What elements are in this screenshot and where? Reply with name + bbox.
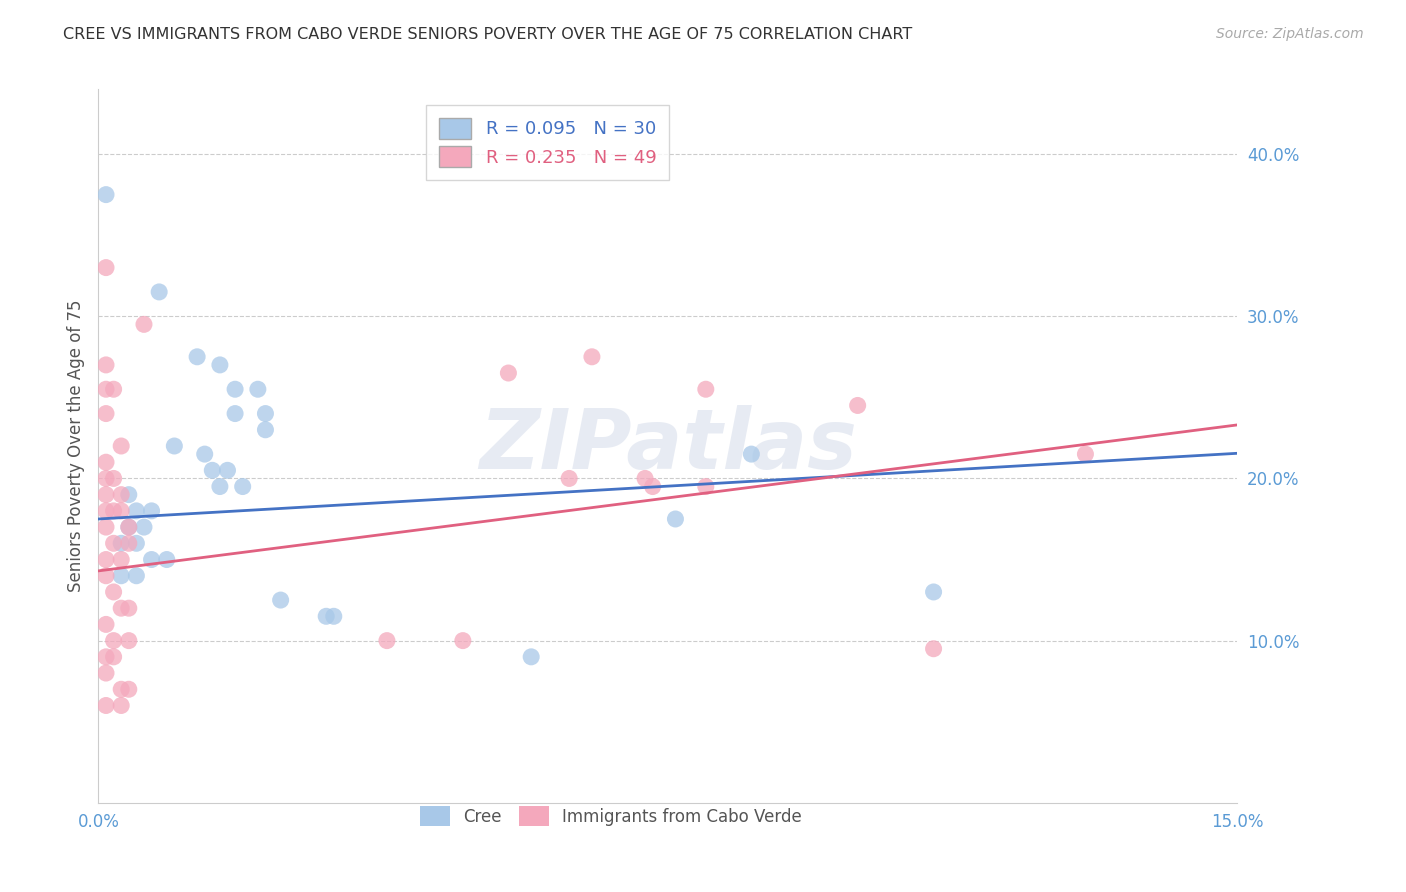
Point: [641, 479, 664, 493]
Point: [94, 552, 117, 566]
Point: [110, 504, 132, 518]
Point: [103, 504, 125, 518]
Point: [94, 358, 117, 372]
Point: [103, 585, 125, 599]
Point: [110, 698, 132, 713]
Point: [110, 536, 132, 550]
Point: [520, 649, 543, 664]
Point: [118, 488, 141, 502]
Point: [94, 455, 117, 469]
Point: [118, 520, 141, 534]
Point: [110, 682, 132, 697]
Point: [94, 617, 117, 632]
Point: [94, 260, 117, 275]
Point: [94, 407, 117, 421]
Y-axis label: Seniors Poverty Over the Age of 75: Seniors Poverty Over the Age of 75: [66, 300, 84, 592]
Text: CREE VS IMMIGRANTS FROM CABO VERDE SENIORS POVERTY OVER THE AGE OF 75 CORRELATIO: CREE VS IMMIGRANTS FROM CABO VERDE SENIO…: [63, 27, 912, 42]
Point: [664, 512, 686, 526]
Point: [375, 633, 398, 648]
Point: [110, 568, 132, 582]
Legend: Cree, Immigrants from Cabo Verde: Cree, Immigrants from Cabo Verde: [409, 795, 813, 838]
Point: [254, 423, 277, 437]
Point: [94, 698, 117, 713]
Point: [94, 382, 117, 396]
Point: [94, 568, 117, 582]
Point: [94, 504, 117, 518]
Point: [322, 609, 344, 624]
Point: [118, 536, 141, 550]
Point: [94, 649, 117, 664]
Point: [217, 463, 239, 477]
Point: [695, 382, 717, 396]
Point: [118, 682, 141, 697]
Point: [141, 504, 163, 518]
Point: [103, 382, 125, 396]
Point: [103, 536, 125, 550]
Point: [695, 479, 717, 493]
Point: [740, 447, 762, 461]
Point: [125, 504, 148, 518]
Point: [125, 568, 148, 582]
Point: [186, 350, 208, 364]
Point: [141, 552, 163, 566]
Point: [270, 593, 292, 607]
Point: [194, 447, 217, 461]
Point: [634, 471, 657, 485]
Point: [498, 366, 520, 380]
Point: [846, 399, 869, 413]
Point: [103, 633, 125, 648]
Point: [558, 471, 581, 485]
Point: [224, 382, 246, 396]
Point: [94, 666, 117, 681]
Point: [118, 633, 141, 648]
Point: [581, 350, 603, 364]
Point: [118, 601, 141, 615]
Point: [156, 552, 179, 566]
Point: [132, 520, 155, 534]
Point: [208, 479, 231, 493]
Point: [148, 285, 170, 299]
Point: [201, 463, 224, 477]
Point: [254, 407, 277, 421]
Point: [103, 471, 125, 485]
Point: [315, 609, 337, 624]
Point: [103, 649, 125, 664]
Point: [94, 471, 117, 485]
Point: [1074, 447, 1097, 461]
Point: [110, 439, 132, 453]
Point: [118, 520, 141, 534]
Point: [922, 585, 945, 599]
Text: ZIPatlas: ZIPatlas: [479, 406, 856, 486]
Point: [110, 601, 132, 615]
Point: [94, 187, 117, 202]
Point: [208, 358, 231, 372]
Text: Source: ZipAtlas.com: Source: ZipAtlas.com: [1216, 27, 1364, 41]
Point: [94, 488, 117, 502]
Point: [922, 641, 945, 656]
Point: [94, 520, 117, 534]
Point: [110, 552, 132, 566]
Point: [132, 318, 155, 332]
Point: [125, 536, 148, 550]
Point: [110, 488, 132, 502]
Point: [232, 479, 254, 493]
Point: [163, 439, 186, 453]
Point: [451, 633, 474, 648]
Point: [246, 382, 269, 396]
Point: [224, 407, 246, 421]
